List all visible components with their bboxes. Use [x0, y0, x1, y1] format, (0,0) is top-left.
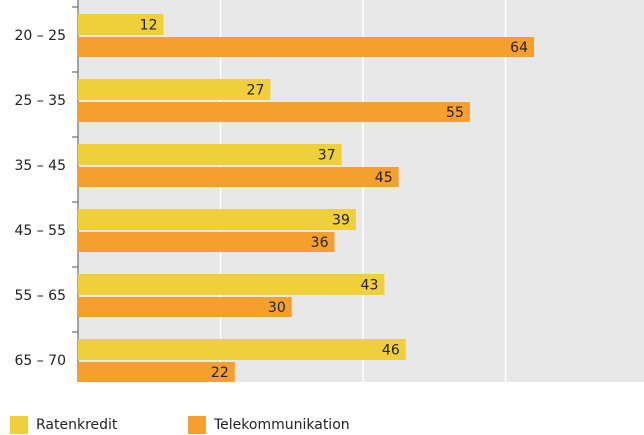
y-tick-label: 25 – 35 — [14, 93, 66, 109]
legend-swatch — [10, 416, 28, 434]
value-label: 30 — [268, 300, 286, 316]
bar — [78, 37, 534, 57]
bar — [78, 102, 470, 122]
bar — [78, 232, 335, 252]
legend-label: Ratenkredit — [36, 417, 118, 433]
value-label: 64 — [510, 40, 528, 56]
value-label: 22 — [211, 365, 229, 381]
bar — [78, 274, 385, 295]
bar — [78, 209, 356, 230]
y-tick-label: 35 – 45 — [14, 158, 66, 174]
legend-swatch — [188, 416, 206, 434]
y-tick-label: 45 – 55 — [14, 223, 66, 239]
y-tick-label: 65 – 70 — [14, 353, 66, 369]
value-label: 37 — [318, 148, 336, 164]
value-label: 55 — [446, 105, 464, 121]
y-tick-label: 55 – 65 — [14, 288, 66, 304]
bar — [78, 144, 342, 165]
y-tick-label: 20 – 25 — [14, 28, 66, 44]
bar — [78, 297, 292, 317]
value-label: 43 — [361, 278, 379, 294]
plot-background — [78, 0, 644, 382]
legend-label: Telekommunikation — [213, 417, 350, 433]
value-label: 46 — [382, 343, 400, 359]
bar — [78, 339, 406, 360]
bar — [78, 362, 235, 382]
value-label: 12 — [140, 18, 158, 34]
bar — [78, 14, 164, 35]
bar — [78, 167, 399, 187]
bar — [78, 79, 271, 100]
value-label: 27 — [247, 83, 265, 99]
value-label: 36 — [311, 235, 329, 251]
value-label: 45 — [375, 170, 393, 186]
value-label: 39 — [332, 213, 350, 229]
